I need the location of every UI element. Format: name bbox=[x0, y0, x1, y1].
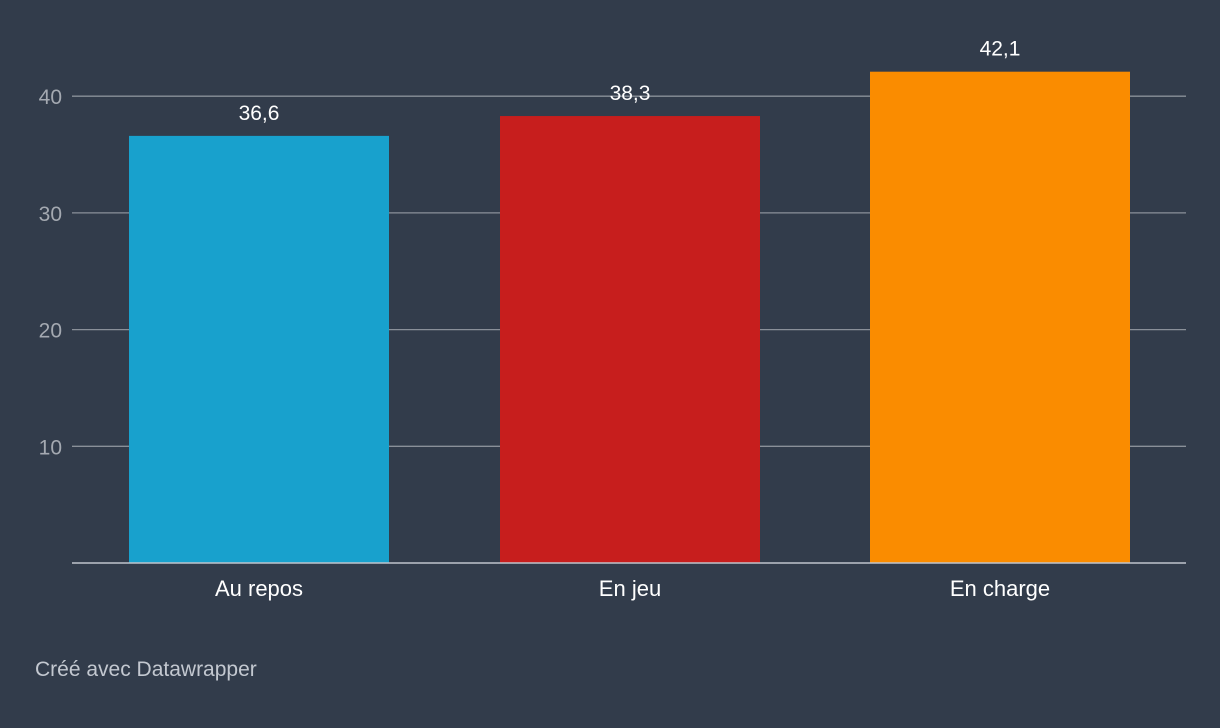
y-tick-label: 20 bbox=[39, 320, 62, 343]
y-tick-label: 10 bbox=[39, 436, 62, 459]
y-tick-label: 30 bbox=[39, 203, 62, 226]
credit-text: Créé avec Datawrapper bbox=[35, 658, 257, 681]
bar-value-label: 36,6 bbox=[239, 102, 280, 125]
y-tick-label: 40 bbox=[39, 86, 62, 109]
bar bbox=[870, 71, 1130, 564]
x-tick-label: Au repos bbox=[215, 576, 303, 601]
bar-chart: 10 20 30 40 36,6 38,3 42,1 Au repos En jeu En c… bbox=[39, 38, 1186, 601]
bar bbox=[129, 135, 389, 564]
x-axis-labels: Au repos En jeu En charge bbox=[215, 576, 1050, 601]
bars bbox=[129, 71, 1130, 564]
bar bbox=[500, 116, 760, 563]
bar-value-label: 38,3 bbox=[610, 82, 651, 105]
value-labels: 36,6 38,3 42,1 bbox=[239, 38, 1021, 125]
x-tick-label: En charge bbox=[950, 576, 1050, 601]
bar-value-label: 42,1 bbox=[980, 38, 1021, 61]
x-tick-label: En jeu bbox=[599, 576, 661, 601]
y-axis-ticks: 10 20 30 40 bbox=[39, 86, 62, 459]
